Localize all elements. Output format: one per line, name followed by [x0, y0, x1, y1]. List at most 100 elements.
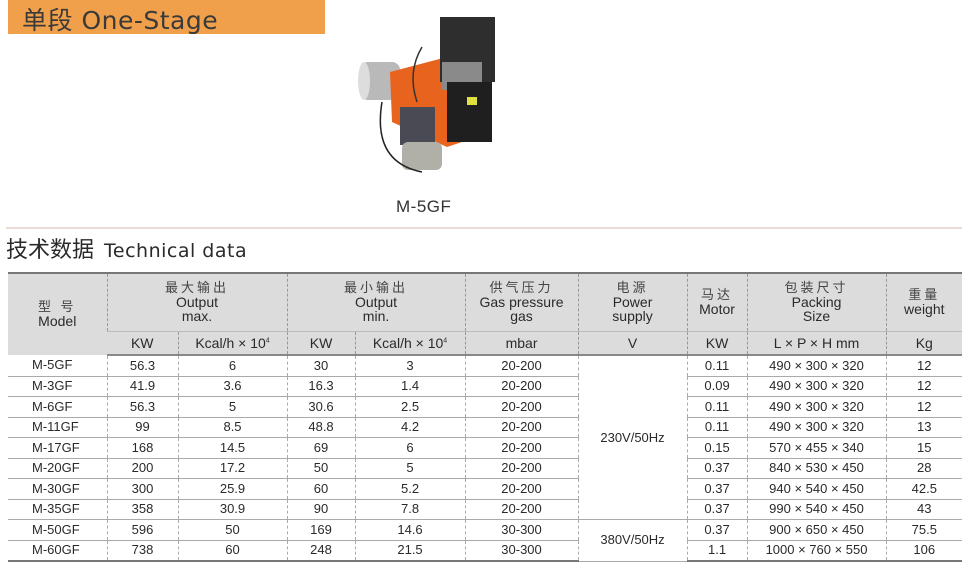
table-row: M-17GF 168 14.5 69 6 20-200 0.15 570 × 455 × 34… [8, 437, 962, 459]
cell-size: 490 × 300 × 320 [746, 396, 887, 418]
cell-max-kcal: 3.6 [177, 376, 288, 397]
cell-model: M-11GF [8, 417, 107, 438]
cell-min-kw: 48.8 [286, 417, 356, 438]
cell-size: 490 × 300 × 320 [746, 417, 887, 438]
cell-min-kw: 69 [286, 437, 356, 459]
cell-min-kcal: 7.8 [354, 499, 466, 520]
cell-weight: 12 [885, 376, 962, 397]
cell-max-kw: 168 [106, 437, 178, 459]
cell-size: 940 × 540 × 450 [746, 478, 887, 500]
cell-size: 840 × 530 × 450 [746, 458, 887, 479]
cell-max-kw: 596 [106, 519, 178, 541]
cell-max-kw: 200 [106, 458, 178, 479]
header-power-supply: 电源 Power supply [577, 272, 688, 332]
cell-weight: 75.5 [885, 519, 962, 541]
cell-max-kcal: 60 [177, 540, 288, 562]
cell-size: 490 × 300 × 320 [746, 376, 887, 397]
cell-max-kcal: 17.2 [177, 458, 288, 479]
cell-min-kw: 169 [286, 519, 356, 541]
table-row: M-30GF 300 25.9 60 5.2 20-200 0.37 940 × 540 × … [8, 478, 962, 500]
cell-model: M-20GF [8, 458, 107, 479]
cell-motor: 0.15 [686, 437, 748, 459]
table-row: M-35GF 358 30.9 90 7.8 20-200 0.37 990 × 540 × … [8, 499, 962, 520]
header-weight: 重量 weight [885, 272, 962, 332]
cell-gas: 30-300 [464, 519, 579, 541]
unit-size: L × P × H mm [746, 331, 887, 356]
cell-min-kcal: 6 [354, 437, 466, 459]
cell-max-kw: 56.3 [106, 355, 178, 377]
unit-kw: KW [286, 331, 356, 356]
burner-product-image [358, 17, 495, 173]
cell-motor: 0.37 [686, 458, 748, 479]
cell-gas: 30-300 [464, 540, 579, 562]
cell-gas: 20-200 [464, 376, 579, 397]
cell-min-kw: 248 [286, 540, 356, 562]
cell-min-kcal: 14.6 [354, 519, 466, 541]
cell-max-kw: 300 [106, 478, 178, 500]
header-gas-pressure: 供气压力 Gas pressure gas [464, 272, 579, 332]
cell-size: 490 × 300 × 320 [746, 355, 887, 377]
header-packing: 包装尺寸 Packing Size [746, 272, 887, 332]
table-row: M-5GF 56.3 6 30 3 20-200 230V/50Hz 0.11 490 × 30… [8, 355, 962, 520]
cell-weight: 12 [885, 396, 962, 418]
unit-volt: V [577, 331, 688, 356]
title-cn: 技术数据 [6, 238, 95, 263]
cell-weight: 12 [885, 355, 962, 377]
cell-motor: 0.09 [686, 376, 748, 397]
cell-size: 990 × 540 × 450 [746, 499, 887, 520]
section-banner: 单段 One-Stage [8, 0, 325, 35]
cell-gas: 20-200 [464, 437, 579, 459]
cell-gas: 20-200 [464, 396, 579, 418]
cell-motor: 1.1 [686, 540, 748, 562]
unit-kcal: Kcal/h × 104 [354, 331, 466, 356]
cell-model: M-35GF [8, 499, 107, 520]
table-row: M-20GF 200 17.2 50 5 20-200 0.37 840 × 530 × 45… [8, 458, 962, 479]
cell-model: M-30GF [8, 478, 107, 500]
cell-weight: 13 [885, 417, 962, 438]
technical-data-table: 型 号 Model 最大输出 Output max. 最小输出 Output min. 供… [8, 272, 962, 562]
cell-min-kw: 50 [286, 458, 356, 479]
cell-gas: 20-200 [464, 355, 579, 377]
cell-gas: 20-200 [464, 478, 579, 500]
cell-size: 900 × 650 × 450 [746, 519, 887, 541]
unit-mbar: mbar [464, 331, 579, 356]
cell-min-kcal: 1.4 [354, 376, 466, 397]
cell-min-kw: 90 [286, 499, 356, 520]
cell-max-kcal: 14.5 [177, 437, 288, 459]
cell-min-kcal: 21.5 [354, 540, 466, 562]
unit-motor-kw: KW [686, 331, 748, 356]
cell-power-supply: 380V/50Hz [577, 519, 688, 562]
cell-gas: 20-200 [464, 499, 579, 520]
unit-kcal: Kcal/h × 104 [177, 331, 288, 356]
table-row: M-11GF 99 8.5 48.8 4.2 20-200 0.11 490 × 300 × … [8, 417, 962, 438]
cell-model: M-60GF [8, 540, 107, 562]
cell-motor: 0.37 [686, 478, 748, 500]
cell-motor: 0.11 [686, 396, 748, 418]
cell-weight: 43 [885, 499, 962, 520]
cell-min-kcal: 5 [354, 458, 466, 479]
cell-min-kw: 16.3 [286, 376, 356, 397]
cell-gas: 20-200 [464, 458, 579, 479]
cell-min-kw: 30 [286, 355, 356, 377]
cell-min-kcal: 4.2 [354, 417, 466, 438]
section-title: 技术数据 Technical data [6, 232, 247, 264]
cell-weight: 42.5 [885, 478, 962, 500]
product-caption: M-5GF [396, 197, 452, 216]
cell-model: M-17GF [8, 437, 107, 459]
cell-max-kcal: 25.9 [177, 478, 288, 500]
table-row: M-60GF 738 60 248 21.5 30-300 1.1 1000 × 760 × … [8, 540, 962, 562]
cell-weight: 15 [885, 437, 962, 459]
header-output-min: 最小输出 Output min. [286, 272, 466, 332]
cell-max-kw: 358 [106, 499, 178, 520]
divider [6, 227, 962, 229]
banner-title: 单段 One-Stage [22, 6, 219, 35]
cell-size: 1000 × 760 × 550 [746, 540, 887, 562]
cell-model: M-5GF [8, 355, 107, 377]
cell-min-kcal: 2.5 [354, 396, 466, 418]
header-output-max: 最大输出 Output max. [106, 272, 288, 332]
table-row: M-3GF 41.9 3.6 16.3 1.4 20-200 0.09 490 × 300 ×… [8, 376, 962, 397]
cell-min-kw: 30.6 [286, 396, 356, 418]
cell-power-supply: 230V/50Hz [577, 355, 688, 520]
header-model: 型 号 Model [8, 272, 107, 355]
cell-model: M-3GF [8, 376, 107, 397]
